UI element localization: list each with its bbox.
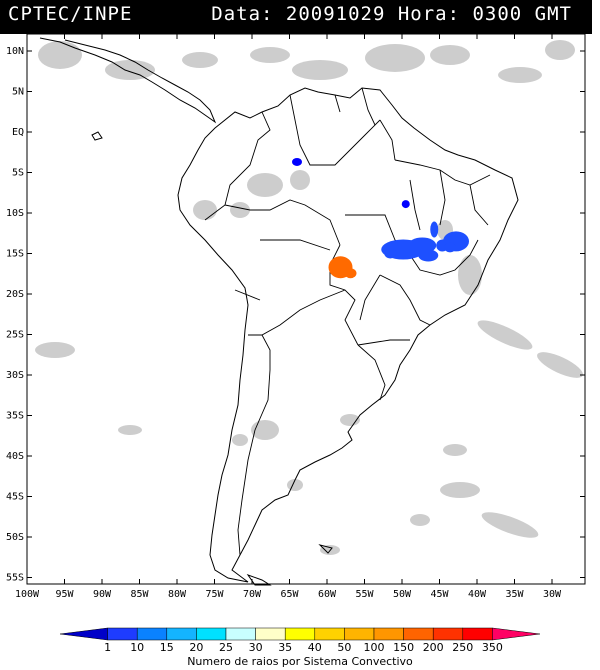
lat-label: 10N: [6, 46, 24, 57]
lightning-system-amazon-west: [292, 157, 302, 166]
lat-label: 45S: [6, 492, 24, 503]
latitude-axis: 10N 5N EQ 5S 10S 15S 20S 25S 30S 35S 40S 45S 50S 55S: [6, 46, 585, 584]
legend-value: 30: [249, 641, 263, 654]
country-borders: [204, 87, 491, 556]
legend-value: 10: [130, 641, 144, 654]
header-bar: CPTEC/INPE Data: 20091029 Hora: 0300 GMT: [0, 0, 592, 34]
lon-label: 70W: [243, 589, 262, 600]
lat-label: 40S: [6, 451, 24, 462]
lon-label: 75W: [205, 589, 224, 600]
lightning-system-goias-bahia: [430, 221, 439, 238]
legend-swatch: [462, 627, 493, 641]
legend-swatch: [403, 627, 434, 641]
legend-swatch: [107, 627, 138, 641]
lat-label: 30S: [6, 370, 24, 381]
legend-swatch: [166, 627, 197, 641]
legend-swatch: [59, 627, 108, 641]
legend-caption: Numero de raios por Sistema Convectivo: [187, 655, 413, 668]
lightning-system-bahia-east: [444, 242, 456, 253]
legend-swatch: [373, 627, 404, 641]
lightning-system-goias-bahia: [408, 237, 437, 254]
map-frame: [26, 33, 586, 585]
lon-label: 45W: [430, 589, 449, 600]
central-america-coastline: [39, 37, 217, 124]
legend-value: 250: [452, 641, 473, 654]
lat-label: 15S: [6, 249, 24, 260]
lon-label: 80W: [168, 589, 187, 600]
lat-label: 55S: [6, 573, 24, 584]
lat-label: 5N: [12, 87, 24, 98]
lat-label: 35S: [6, 411, 24, 422]
lon-label: 30W: [543, 589, 562, 600]
south-america-coastline: [177, 87, 519, 583]
legend-swatch: [225, 627, 256, 641]
legend-swatch: [136, 627, 168, 641]
longitude-axis: 100W 95W 90W 85W 80W 75W 70W 65W 60W 55W 50W 45W 40W…: [15, 34, 562, 600]
legend-value: 15: [160, 641, 174, 654]
islands: [91, 131, 333, 586]
lightning-system-para-south: [401, 200, 410, 209]
lat-label: 5S: [12, 168, 24, 179]
lightning-systems: [292, 157, 469, 279]
source-label: CPTEC/INPE: [8, 3, 133, 25]
legend-swatch: [284, 627, 316, 641]
legend-swatch: [314, 627, 345, 641]
lat-label: 20S: [6, 289, 24, 300]
legend-swatch: [492, 627, 541, 641]
lon-label: 55W: [355, 589, 374, 600]
lat-label: 25S: [6, 330, 24, 341]
legend-value: 350: [482, 641, 503, 654]
legend-value: 50: [337, 641, 351, 654]
legend-swatch: [344, 627, 375, 641]
legend-value: 25: [219, 641, 233, 654]
lon-label: 85W: [130, 589, 149, 600]
lon-label: 65W: [280, 589, 299, 600]
lat-label: 50S: [6, 532, 24, 543]
lat-label: 10S: [6, 208, 24, 219]
legend-swatch: [432, 627, 464, 641]
lon-label: 100W: [15, 589, 40, 600]
legend-value: 200: [423, 641, 444, 654]
legend-value: 1: [104, 641, 111, 654]
lon-label: 50W: [393, 589, 412, 600]
legend-value: 100: [364, 641, 385, 654]
lightning-system-goias-bahia: [418, 249, 439, 262]
datetime-label: Data: 20091029 Hora: 0300 GMT: [211, 3, 572, 25]
legend-value: 35: [278, 641, 292, 654]
lon-label: 60W: [318, 589, 337, 600]
lightning-system-goias-bahia: [384, 248, 397, 259]
legend-swatch: [255, 627, 286, 641]
lat-label: EQ: [12, 127, 24, 138]
lon-label: 40W: [468, 589, 487, 600]
lon-label: 95W: [55, 589, 74, 600]
lon-label: 90W: [93, 589, 112, 600]
lightning-system-mato-grosso: [344, 268, 357, 279]
legend-swatch: [196, 627, 227, 641]
legend-value: 150: [393, 641, 414, 654]
legend-value: 40: [308, 641, 322, 654]
legend-value: 20: [189, 641, 203, 654]
lon-label: 35W: [505, 589, 524, 600]
legend-colorbar: 1 10 15 20 25 30 35 40 50 100 150 200 250 350: [59, 627, 541, 654]
